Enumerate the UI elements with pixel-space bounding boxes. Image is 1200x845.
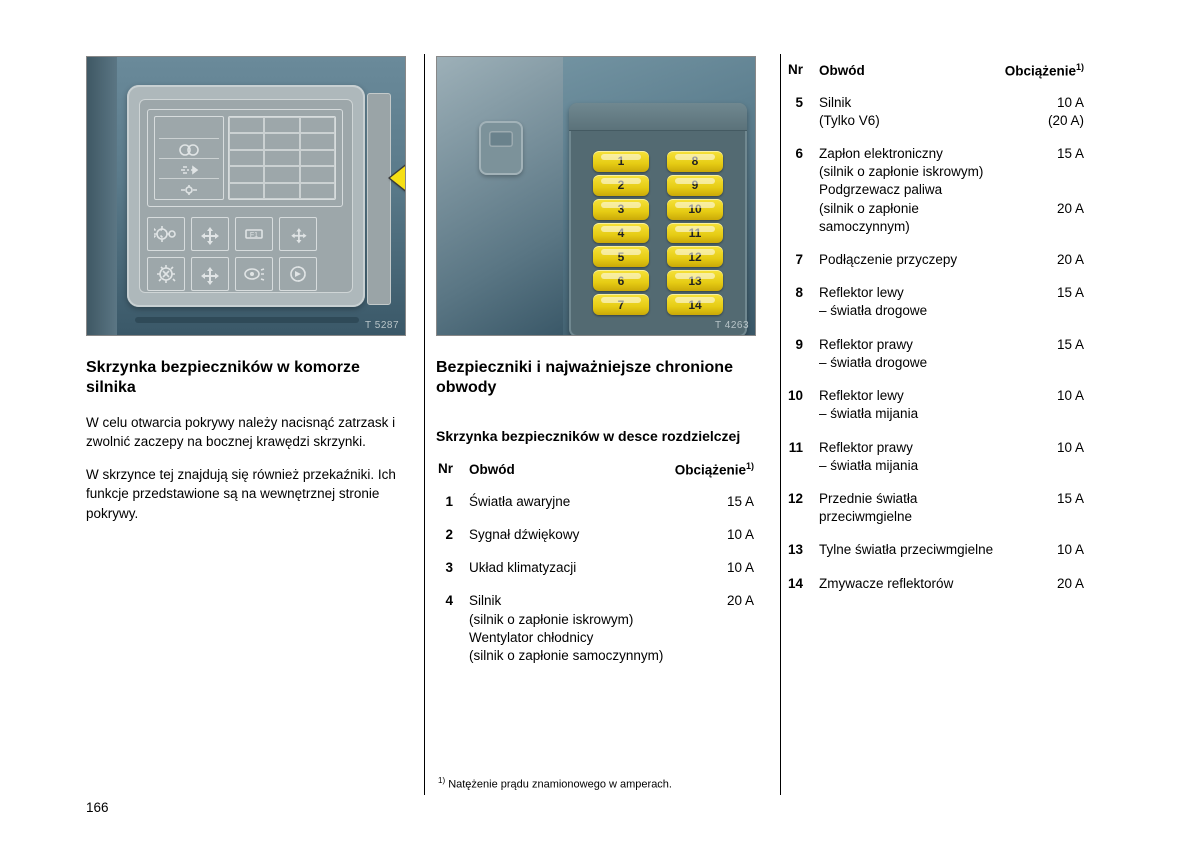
fuse-slot: 1 — [593, 151, 649, 172]
cell-nr: 14 — [786, 570, 817, 603]
cell-obwod: Podłączenie przyczepy — [817, 246, 1003, 279]
cell-obc: 15 A 20 A — [1003, 140, 1086, 246]
footnote: 1) Natężenie prądu znamionowego w ampera… — [438, 776, 672, 791]
illustration-fusebox-dash: 1 8 2 9 3 10 4 11 5 12 6 13 7 14 T 4263 — [436, 56, 756, 336]
fuse-slot: 14 — [667, 294, 723, 315]
cell-obc: 15 A — [1003, 331, 1086, 382]
col-header-obwod: Obwód — [467, 455, 671, 488]
cell-nr: 4 — [436, 587, 467, 675]
cell-obc: 10 A(20 A) — [1003, 89, 1086, 140]
cell-obc: 15 A — [671, 488, 756, 521]
fuse-slot: 10 — [667, 199, 723, 220]
table-row: 11Reflektor prawy– światła mijania10 A — [786, 434, 1086, 485]
table-row: 4Silnik(silnik o zapłonie iskrowym)Wenty… — [436, 587, 756, 675]
table-row: 7Podłączenie przyczepy20 A — [786, 246, 1086, 279]
col-header-nr: Nr — [786, 56, 817, 89]
fuse-slot: 13 — [667, 270, 723, 291]
illustration-code: T 5287 — [365, 320, 399, 331]
column-divider-1 — [424, 54, 425, 795]
cell-nr: 7 — [786, 246, 817, 279]
table-row: 6Zapłon elektroniczny(silnik o zapłonie … — [786, 140, 1086, 246]
cell-obc: 10 A — [671, 521, 756, 554]
table-row: 5Silnik(Tylko V6)10 A(20 A) — [786, 89, 1086, 140]
cell-obwod: Przednie światła przeciwmgielne — [817, 485, 1003, 536]
cell-obc: 10 A — [1003, 382, 1086, 433]
cell-nr: 13 — [786, 536, 817, 569]
fuse-table-continued: Nr Obwód Obciążenie1) 5Silnik(Tylko V6)1… — [786, 56, 1086, 603]
cell-obc: 15 A — [1003, 485, 1086, 536]
paragraph: W celu otwarcia pokrywy należy nacisnąć … — [86, 413, 406, 451]
fuse-slot: 4 — [593, 223, 649, 244]
cell-obc: 10 A — [671, 554, 756, 587]
table-row: 2Sygnał dźwiękowy10 A — [436, 521, 756, 554]
paragraph: W skrzynce tej znajdują się również prze… — [86, 465, 406, 522]
page-number: 166 — [86, 800, 109, 815]
cell-obwod: Reflektor prawy– światła drogowe — [817, 331, 1003, 382]
table-row: 8Reflektor lewy– światła drogowe15 A — [786, 279, 1086, 330]
subheading-dash-fusebox: Skrzynka bezpieczników w desce rozdzielc… — [436, 427, 756, 445]
cell-obwod: Reflektor lewy– światła mijania — [817, 382, 1003, 433]
fuse-slot: 12 — [667, 246, 723, 267]
table-row: 3Układ klimatyzacji10 A — [436, 554, 756, 587]
illustration-fusebox-engine: F1 T 5287 — [86, 56, 406, 336]
cell-nr: 5 — [786, 89, 817, 140]
cell-obc: 10 A — [1003, 536, 1086, 569]
svg-text:F1: F1 — [250, 232, 258, 239]
table-row: 1Światła awaryjne15 A — [436, 488, 756, 521]
col-header-nr: Nr — [436, 455, 467, 488]
arrow-indicator-icon — [383, 155, 406, 199]
fuse-slot: 9 — [667, 175, 723, 196]
table-row: 10Reflektor lewy– światła mijania10 A — [786, 382, 1086, 433]
fuse-slot: 8 — [667, 151, 723, 172]
cell-obwod: Reflektor lewy– światła drogowe — [817, 279, 1003, 330]
cell-nr: 9 — [786, 331, 817, 382]
table-row: 12Przednie światła przeciwmgielne15 A — [786, 485, 1086, 536]
cell-obwod: Reflektor prawy– światła mijania — [817, 434, 1003, 485]
cell-obc: 10 A — [1003, 434, 1086, 485]
fuse-slot: 7 — [593, 294, 649, 315]
cell-obc: 20 A — [1003, 570, 1086, 603]
fuse-table-dash: Nr Obwód Obciążenie1) 1Światła awaryjne1… — [436, 455, 756, 675]
cell-obc: 15 A — [1003, 279, 1086, 330]
cell-obc: 20 A — [671, 587, 756, 675]
fuse-slot: 5 — [593, 246, 649, 267]
table-row: 14Zmywacze reflektorów20 A — [786, 570, 1086, 603]
illustration-code: T 4263 — [715, 320, 749, 331]
cell-nr: 1 — [436, 488, 467, 521]
cell-nr: 8 — [786, 279, 817, 330]
cell-obwod: Sygnał dźwiękowy — [467, 521, 671, 554]
cell-obwod: Silnik(Tylko V6) — [817, 89, 1003, 140]
column-divider-2 — [780, 54, 781, 795]
cell-nr: 12 — [786, 485, 817, 536]
cell-obwod: Silnik(silnik o zapłonie iskrowym)Wentyl… — [467, 587, 671, 675]
cell-obwod: Zapłon elektroniczny(silnik o zapłonie i… — [817, 140, 1003, 246]
cell-nr: 6 — [786, 140, 817, 246]
col-header-obwod: Obwód — [817, 56, 1003, 89]
cell-obwod: Zmywacze reflektorów — [817, 570, 1003, 603]
section-heading-circuits: Bezpieczniki i najważniejsze chronione o… — [436, 358, 756, 399]
cell-nr: 2 — [436, 521, 467, 554]
col-header-obc: Obciążenie1) — [671, 455, 756, 488]
table-row: 9Reflektor prawy– światła drogowe15 A — [786, 331, 1086, 382]
fuse-slot: 6 — [593, 270, 649, 291]
cell-nr: 3 — [436, 554, 467, 587]
cell-obwod: Światła awaryjne — [467, 488, 671, 521]
cell-obc: 20 A — [1003, 246, 1086, 279]
section-heading-engine-fusebox: Skrzynka bezpieczników w komorze silnika — [86, 358, 406, 399]
cell-obwod: Układ klimatyzacji — [467, 554, 671, 587]
col-header-obc: Obciążenie1) — [1003, 56, 1086, 89]
fuse-grid: 1 8 2 9 3 10 4 11 5 12 6 13 7 14 — [593, 151, 723, 315]
cell-nr: 10 — [786, 382, 817, 433]
fuse-slot: 2 — [593, 175, 649, 196]
fuse-slot: 11 — [667, 223, 723, 244]
cell-nr: 11 — [786, 434, 817, 485]
fuse-slot: 3 — [593, 199, 649, 220]
table-row: 13Tylne światła przeciwmgielne10 A — [786, 536, 1086, 569]
cell-obwod: Tylne światła przeciwmgielne — [817, 536, 1003, 569]
